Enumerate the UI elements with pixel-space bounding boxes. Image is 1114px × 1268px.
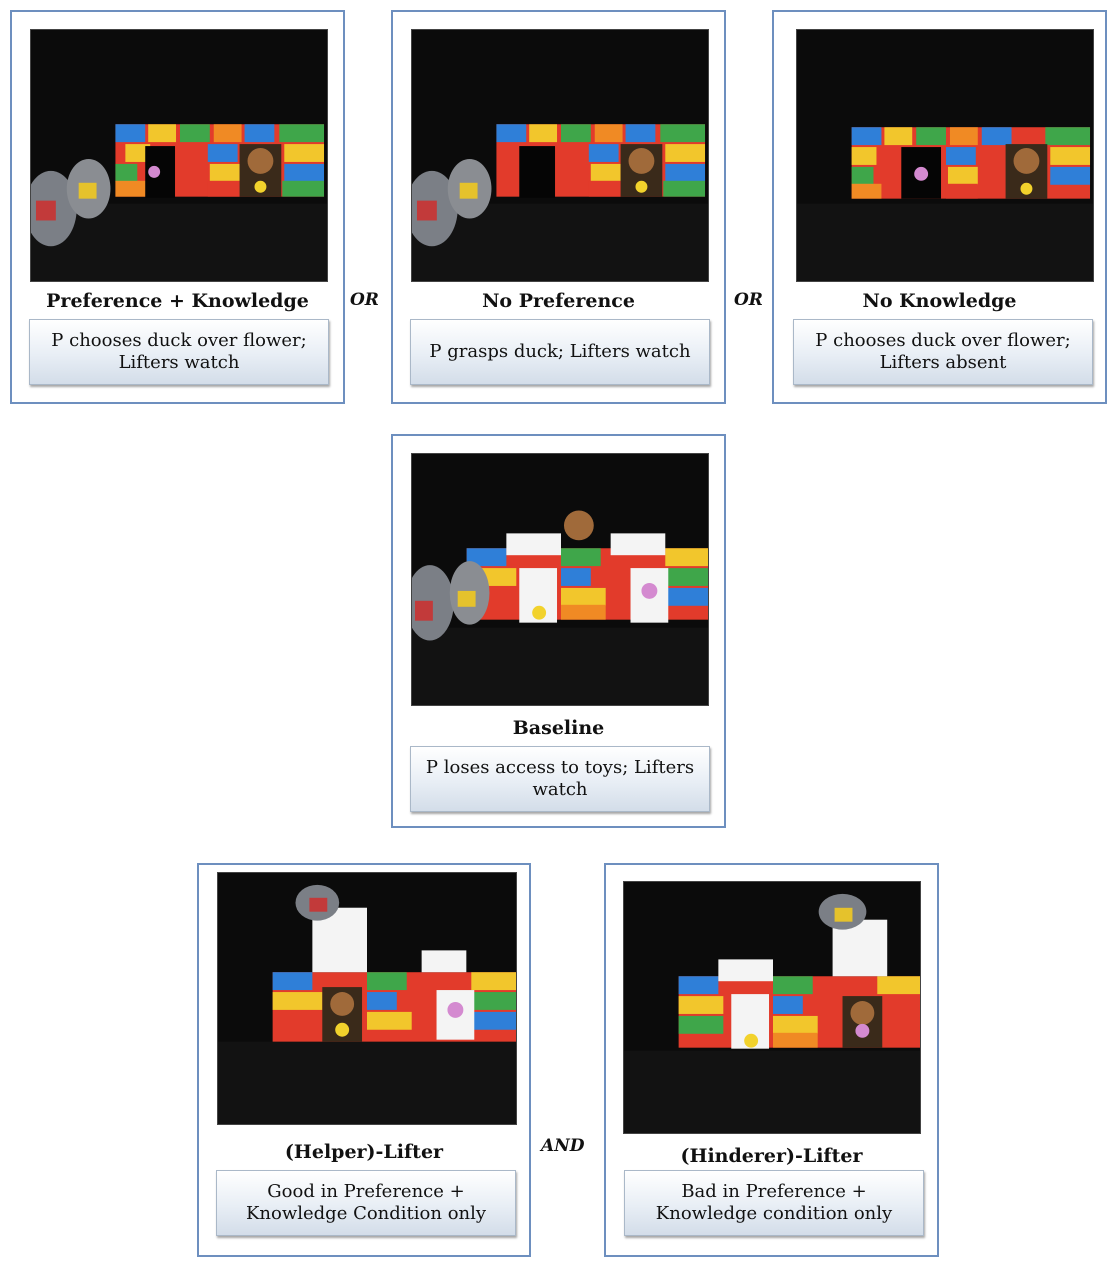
lion-toy — [563, 510, 594, 541]
panel-helper-lifter: (Helper)-Lifter Good in Preference + Kno… — [197, 863, 531, 1257]
panel-description: P loses access to toys; Lifters watch — [410, 746, 710, 812]
panel-title: No Knowledge — [862, 290, 1017, 312]
duck-toy — [1020, 182, 1033, 195]
panel-hinderer-lifter: (Hinderer)-Lifter Bad in Preference + Kn… — [604, 863, 939, 1257]
photo-hinderer-lifter — [623, 881, 921, 1134]
connector-or: OR — [734, 290, 763, 310]
duck-toy — [254, 180, 267, 193]
lion-toy — [850, 1001, 875, 1025]
panel-preference-knowledge: Preference + Knowledge P chooses duck ov… — [10, 10, 345, 404]
duck-toy — [335, 1022, 350, 1037]
lion-toy — [628, 148, 655, 174]
flower-toy — [148, 165, 161, 178]
duck-toy — [744, 1033, 759, 1048]
panel-no-knowledge: No Knowledge P chooses duck over flower;… — [772, 10, 1107, 404]
panel-title: Preference + Knowledge — [46, 290, 309, 312]
lion-toy — [1013, 148, 1040, 174]
lion-toy — [330, 992, 355, 1016]
castle-tower — [506, 533, 561, 556]
flower-toy — [641, 582, 658, 599]
lion-toy — [247, 148, 274, 174]
panel-description: P chooses duck over flower; Lifters abse… — [793, 319, 1093, 385]
photo-baseline — [411, 453, 709, 706]
panel-description: Bad in Preference + Knowledge condition … — [624, 1170, 924, 1236]
panel-description: P chooses duck over flower; Lifters watc… — [29, 319, 329, 385]
photo-no-knowledge — [796, 29, 1094, 282]
panel-description: Good in Preference + Knowledge Condition… — [216, 1170, 516, 1236]
panel-title: (Helper)-Lifter — [284, 1141, 444, 1163]
panel-title: (Hinderer)-Lifter — [680, 1145, 863, 1167]
duck-toy — [532, 605, 547, 620]
panel-title: Baseline — [512, 717, 605, 739]
flower-toy — [855, 1023, 870, 1038]
panel-no-preference: No Preference P grasps duck; Lifters wat… — [391, 10, 726, 404]
flower-toy — [914, 166, 929, 181]
castle-tower — [718, 959, 773, 982]
flower-toy — [447, 1001, 464, 1018]
connector-and: AND — [541, 1136, 585, 1156]
photo-helper-lifter — [217, 872, 517, 1125]
duck-toy — [635, 180, 648, 193]
connector-or: OR — [350, 290, 379, 310]
doorway — [519, 146, 556, 198]
photo-no-preference — [411, 29, 709, 282]
panel-description: P grasps duck; Lifters watch — [410, 319, 710, 385]
panel-title: No Preference — [482, 290, 635, 312]
panel-baseline: Baseline P loses access to toys; Lifters… — [391, 434, 726, 828]
photo-preference-knowledge — [30, 29, 328, 282]
